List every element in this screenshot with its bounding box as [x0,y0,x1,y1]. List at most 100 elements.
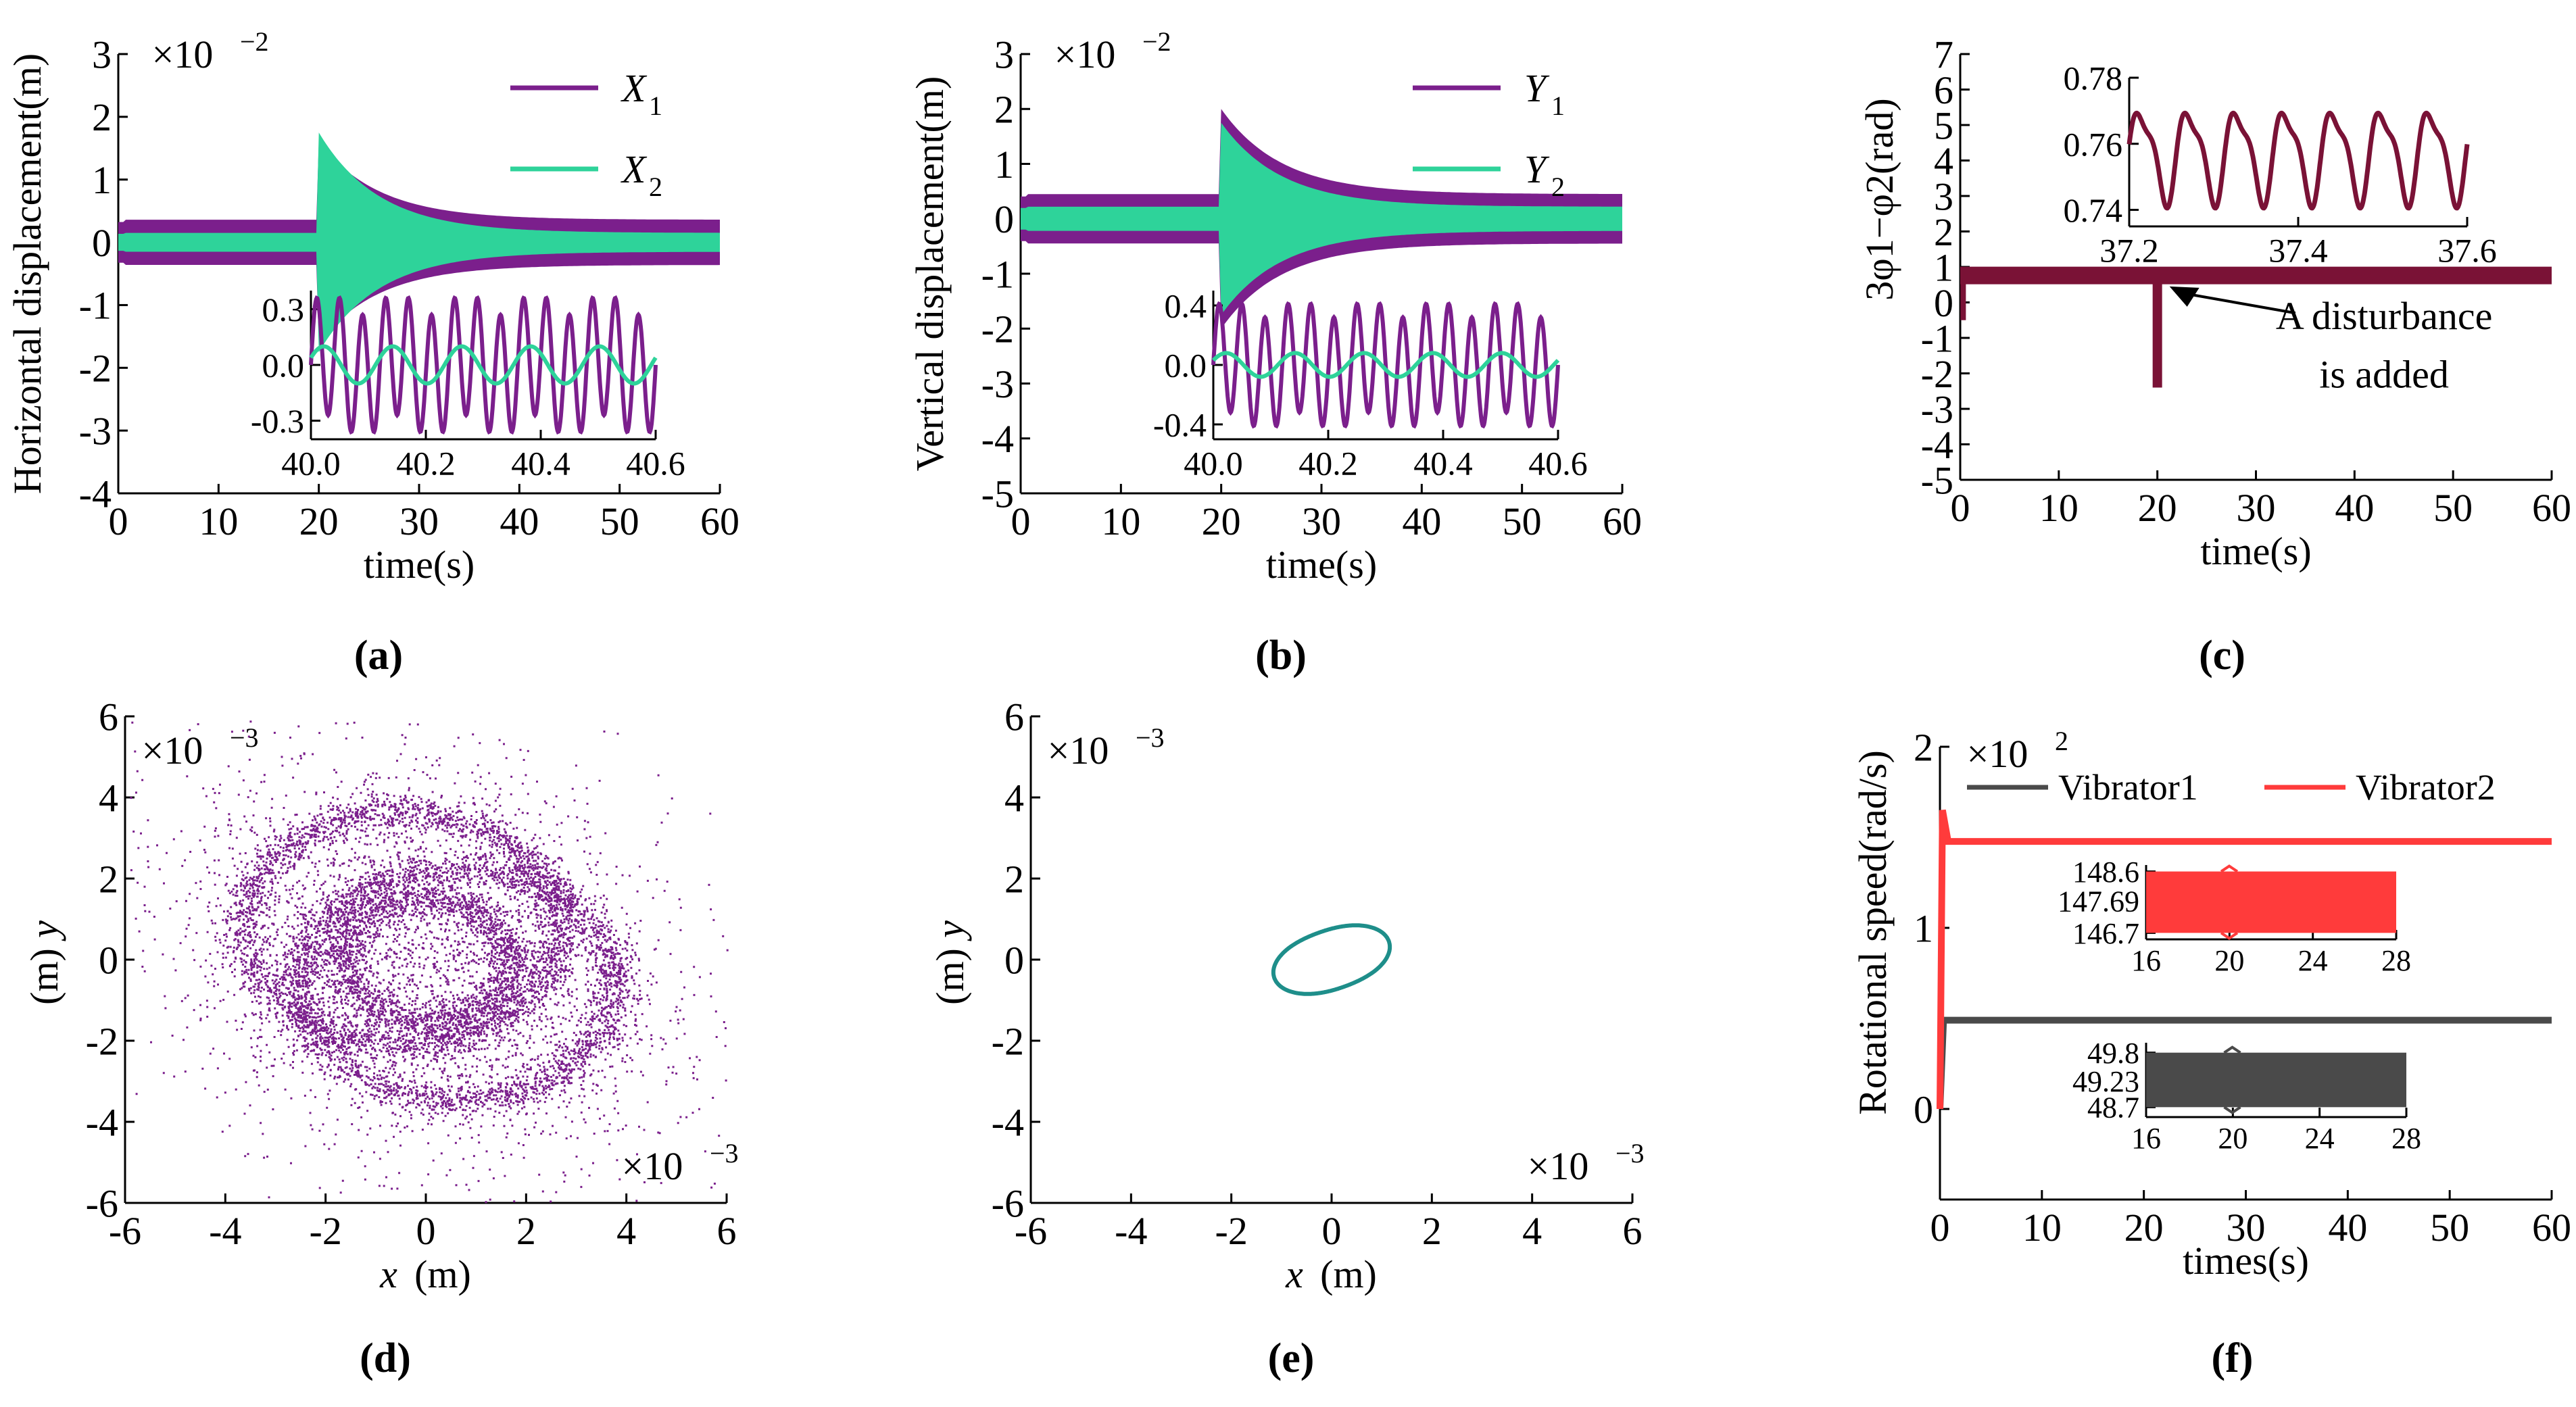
multiplier-label: ×10 [1967,732,2028,776]
inset-c-y-tick-label: 0.78 [2064,59,2123,97]
inset-a-y-tick-label: 0.0 [262,347,305,385]
panel-d-y-tick-label: -6 [86,1181,118,1225]
panel-f-x-tick-label: 40 [2328,1206,2367,1250]
panel-f-x-tick-label: 50 [2430,1206,2469,1250]
annotation-arrowhead [2169,286,2200,307]
legend-label-Vibrator2: Vibrator2 [2356,767,2496,808]
x-axis-label: time(s) [364,543,475,587]
panel-b-x-tick-label: 50 [1503,499,1542,543]
panel-c-y-tick-label: -4 [1921,423,1953,467]
inset-f-Vibrator1-x-tick-label: 16 [2131,1122,2161,1155]
legend-sub-X2: 2 [649,172,662,202]
panel-c-x-tick-label: 50 [2433,486,2473,530]
inset-f-Vibrator1-y-tick-label: 48.7 [2087,1091,2139,1125]
panel-d-x-tick-label: -6 [109,1209,141,1253]
y-axis-label: Horizontal displacement(m) [5,53,49,494]
panel-c-y-tick-label: 5 [1934,103,1953,147]
multiplier-x-exponent: −3 [710,1138,739,1168]
panel-a-y-tick-label: 2 [92,95,112,139]
panel-f: 0 10 20 30 40 50 60 0 1 2 ×10 2 Vibrator1 Vibrator2 16… [1851,725,2571,1381]
legend-label-Y1: Y [1524,66,1550,110]
inset-a-x-tick-label: 40.4 [511,445,570,483]
annotation-line-2: is added [2319,353,2449,397]
caption: (f) [2212,1335,2254,1381]
inset-f-Vibrator1-x-tick-label: 24 [2305,1122,2335,1155]
inset-f-Vibrator2-y-tick-label: 148.6 [2072,856,2139,889]
legend-sub-Y1: 1 [1551,91,1565,121]
y-axis-label-var: y [928,920,972,941]
y-axis-label: Vertical displacement(m) [908,76,952,472]
panel-d-y-tick-label: 2 [99,857,118,901]
inset-f-Vibrator2-x-tick-label: 28 [2381,944,2411,977]
x-axis-label-unit: (m) [1320,1252,1377,1296]
line-Vibrator2 [1937,809,2552,1110]
inset-band-Vibrator1 [2146,1052,2406,1108]
caption: (e) [1268,1335,1315,1381]
annotation-line-1: A disturbance [2276,294,2493,338]
multiplier-x-label: ×10 [622,1144,683,1188]
panel-a-y-tick-label: 1 [92,158,112,202]
panel-e-x-tick-label: 6 [1623,1209,1643,1253]
panel-d-y-tick-label: -4 [86,1100,118,1144]
panel-c-x-tick-label: 40 [2335,486,2374,530]
panel-c-y-tick-label: 7 [1934,32,1953,76]
x-axis-label-unit: (m) [414,1252,471,1296]
caption: (a) [354,633,403,678]
multiplier-exponent: −2 [240,26,269,57]
panel-b-x-tick-label: 30 [1302,499,1341,543]
inset-b-y-tick-label: 0.4 [1165,287,1207,325]
panel-d-x-tick-label: -2 [310,1209,342,1253]
inset-line-Y2 [1211,351,1560,379]
inset-f-Vibrator2-x-tick-label: 20 [2214,944,2244,977]
panel-c-y-tick-label: 0 [1934,281,1953,325]
panel-c-y-tick-label: -1 [1921,316,1953,360]
x-axis-label: time(s) [1266,543,1377,587]
panel-f-x-tick-label: 20 [2124,1206,2164,1250]
inset-band-Vibrator2 [2146,871,2396,933]
panel-e-x-tick-label: -4 [1115,1209,1147,1253]
inset-a-y-tick-label: -0.3 [251,402,304,440]
y-axis-label: 3φ1−φ2(rad) [1857,98,1901,300]
panel-d-x-tick-label: 6 [717,1209,737,1253]
inset-line-Y1 [1211,301,1560,429]
panel-b-x-tick-label: 0 [1011,499,1031,543]
panel-c-x-tick-label: 10 [2039,486,2079,530]
inset-a-x-tick-label: 40.2 [396,445,456,483]
inset-f-Vibrator1-y-tick-label: 49.8 [2087,1037,2139,1070]
inset-line-X2 [309,344,658,386]
inset-a-y-tick-label: 0.3 [262,291,305,328]
multiplier-label: ×10 [152,32,214,76]
panel-d-x-tick-label: 4 [616,1209,636,1253]
series-band-Y2 [1021,122,1622,315]
panel-a-x-tick-label: 20 [299,499,339,543]
multiplier-x-label: ×10 [1528,1144,1589,1188]
panel-d-x-tick-label: 2 [516,1209,536,1253]
inset-b-y-tick-label: 0.0 [1165,347,1207,385]
inset-a-x-tick-label: 40.6 [626,445,685,483]
panel-b-y-tick-label: 2 [994,88,1014,132]
panel-b-y-tick-label: -3 [981,362,1014,406]
inset-f-Vibrator1-y-tick-label: 49.23 [2072,1065,2139,1098]
panel-a-x-tick-label: 10 [199,499,238,543]
multiplier-label: ×10 [1054,32,1116,76]
panel-c-y-tick-label: 6 [1934,68,1953,112]
panel-e-x-tick-label: 4 [1522,1209,1542,1253]
panel-a-x-tick-label: 60 [700,499,739,543]
caption: (c) [2199,633,2245,678]
panel-b-y-tick-label: 1 [994,143,1014,187]
multiplier-y-exponent: −3 [230,722,259,753]
x-axis-label-var: x [379,1252,397,1296]
panel-a-x-tick-label: 30 [399,499,439,543]
inset-f-Vibrator2-x-tick-label: 24 [2298,944,2328,977]
caption: (b) [1255,633,1307,678]
inset-c-x-tick-label: 37.2 [2099,232,2159,270]
orbit-line [1271,923,1392,996]
panel-b-x-tick-label: 10 [1101,499,1140,543]
inset-f-Vibrator1-x-tick-label: 20 [2218,1122,2247,1155]
inset-b-x-tick-label: 40.2 [1298,445,1358,483]
panel-a-x-tick-label: 0 [109,499,128,543]
panel-b-x-tick-label: 60 [1603,499,1642,543]
panel-d-x-tick-label: 0 [416,1209,436,1253]
